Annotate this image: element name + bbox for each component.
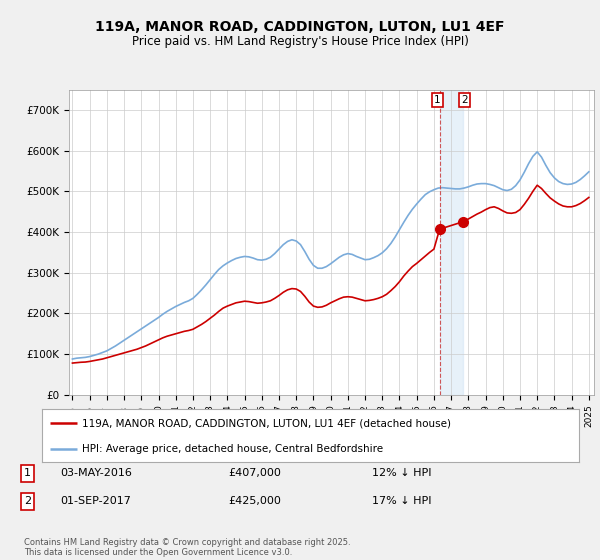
Text: 2: 2 [461, 95, 468, 105]
Text: £425,000: £425,000 [228, 496, 281, 506]
Text: 1: 1 [434, 95, 441, 105]
Text: Price paid vs. HM Land Registry's House Price Index (HPI): Price paid vs. HM Land Registry's House … [131, 35, 469, 48]
Text: 01-SEP-2017: 01-SEP-2017 [60, 496, 131, 506]
Text: 17% ↓ HPI: 17% ↓ HPI [372, 496, 431, 506]
Text: 12% ↓ HPI: 12% ↓ HPI [372, 468, 431, 478]
Text: £407,000: £407,000 [228, 468, 281, 478]
Bar [440, 90, 463, 395]
Text: HPI: Average price, detached house, Central Bedfordshire: HPI: Average price, detached house, Cent… [82, 444, 383, 454]
Text: 119A, MANOR ROAD, CADDINGTON, LUTON, LU1 4EF: 119A, MANOR ROAD, CADDINGTON, LUTON, LU1… [95, 20, 505, 34]
Text: 119A, MANOR ROAD, CADDINGTON, LUTON, LU1 4EF (detached house): 119A, MANOR ROAD, CADDINGTON, LUTON, LU1… [82, 418, 451, 428]
Text: 2: 2 [24, 496, 31, 506]
Text: Contains HM Land Registry data © Crown copyright and database right 2025.
This d: Contains HM Land Registry data © Crown c… [24, 538, 350, 557]
Text: 03-MAY-2016: 03-MAY-2016 [60, 468, 132, 478]
Text: 1: 1 [24, 468, 31, 478]
